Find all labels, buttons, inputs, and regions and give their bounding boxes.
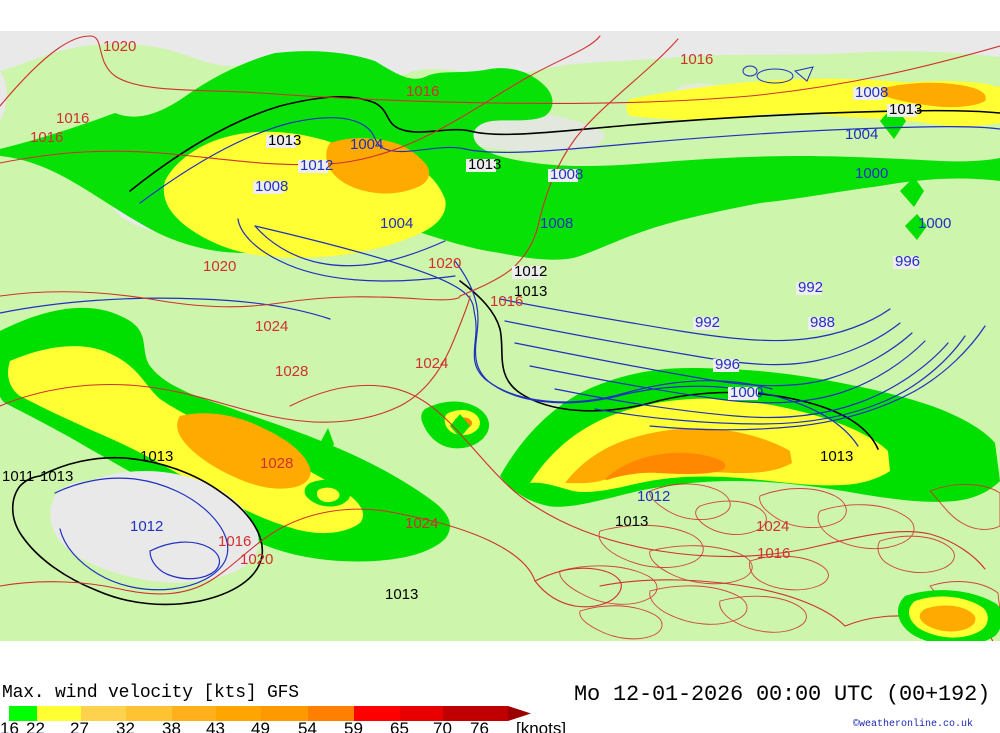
svg-text:1024: 1024	[415, 355, 448, 372]
svg-text:1016: 1016	[218, 533, 251, 550]
svg-text:1024: 1024	[756, 518, 789, 535]
svg-text:992: 992	[695, 314, 720, 331]
svg-text:1008: 1008	[550, 166, 583, 183]
svg-text:1028: 1028	[260, 455, 293, 472]
svg-text:1000: 1000	[855, 165, 888, 182]
svg-text:1004: 1004	[380, 215, 413, 232]
svg-text:1013: 1013	[615, 513, 648, 530]
svg-text:1012: 1012	[637, 488, 670, 505]
svg-text:996: 996	[895, 253, 920, 270]
svg-text:996: 996	[715, 356, 740, 373]
svg-text:1020: 1020	[428, 255, 461, 272]
svg-text:1008: 1008	[540, 215, 573, 232]
svg-text:992: 992	[798, 279, 823, 296]
svg-text:1013: 1013	[40, 468, 73, 485]
svg-text:1011: 1011	[2, 468, 34, 485]
svg-text:1016: 1016	[56, 110, 89, 127]
svg-text:1016: 1016	[30, 129, 63, 146]
svg-text:1016: 1016	[757, 545, 790, 562]
svg-text:1004: 1004	[350, 136, 383, 153]
svg-text:1000: 1000	[730, 384, 763, 401]
svg-text:1020: 1020	[203, 258, 236, 275]
svg-text:1024: 1024	[255, 318, 288, 335]
svg-text:1013: 1013	[385, 586, 418, 603]
svg-text:988: 988	[810, 314, 835, 331]
svg-text:1013: 1013	[889, 101, 922, 118]
svg-text:1012: 1012	[300, 157, 333, 174]
svg-text:1016: 1016	[490, 293, 523, 310]
svg-text:1000: 1000	[918, 215, 951, 232]
svg-text:1013: 1013	[268, 132, 301, 149]
svg-text:1016: 1016	[406, 83, 439, 100]
svg-text:1020: 1020	[240, 551, 273, 568]
svg-text:1013: 1013	[820, 448, 853, 465]
svg-text:1013: 1013	[140, 448, 173, 465]
svg-text:1024: 1024	[405, 515, 438, 532]
svg-text:1020: 1020	[103, 38, 136, 55]
svg-text:1008: 1008	[255, 178, 288, 195]
svg-text:1013: 1013	[468, 156, 501, 173]
svg-text:1012: 1012	[514, 263, 547, 280]
svg-text:1008: 1008	[855, 84, 888, 101]
svg-text:1016: 1016	[680, 51, 713, 68]
svg-text:1004: 1004	[845, 126, 878, 143]
svg-text:1028: 1028	[275, 363, 308, 380]
svg-text:1012: 1012	[130, 518, 163, 535]
